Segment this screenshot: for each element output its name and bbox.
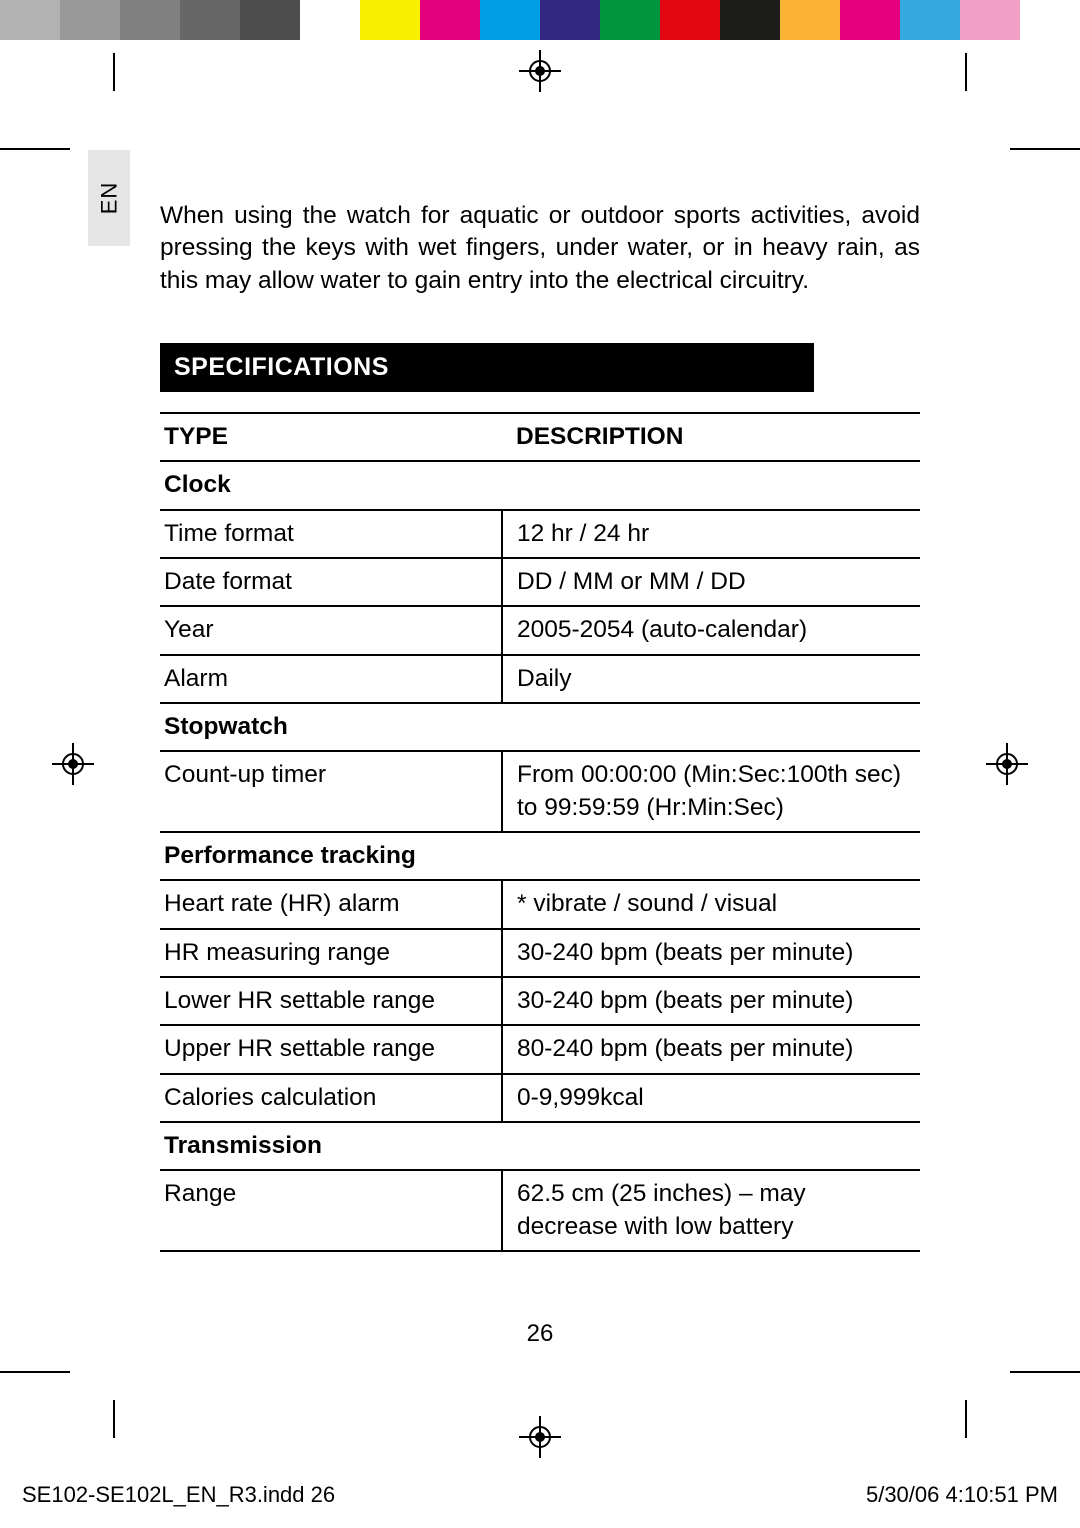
language-tab: EN bbox=[88, 150, 130, 246]
table-cell-desc: 0-9,999kcal bbox=[502, 1074, 920, 1122]
table-cell-type: Range bbox=[160, 1170, 502, 1251]
color-swatch bbox=[1020, 0, 1080, 40]
table-header-desc: DESCRIPTION bbox=[502, 413, 920, 461]
color-swatch bbox=[480, 0, 540, 40]
table-section-clock: Clock bbox=[160, 461, 920, 509]
table-cell-type: Upper HR settable range bbox=[160, 1025, 502, 1073]
table-cell-desc: 30-240 bpm (beats per minute) bbox=[502, 977, 920, 1025]
color-swatch bbox=[840, 0, 900, 40]
table-cell-type: Heart rate (HR) alarm bbox=[160, 880, 502, 928]
crop-mark bbox=[95, 53, 133, 91]
crop-mark bbox=[95, 1400, 133, 1438]
table-cell-desc: 62.5 cm (25 inches) – may decrease with … bbox=[502, 1170, 920, 1251]
color-swatch bbox=[0, 0, 60, 40]
color-swatch bbox=[540, 0, 600, 40]
trim-line bbox=[1010, 148, 1080, 150]
trim-line bbox=[1010, 1371, 1080, 1373]
slug-filename: SE102-SE102L_EN_R3.indd 26 bbox=[22, 1482, 335, 1508]
color-swatch bbox=[120, 0, 180, 40]
table-cell-type: Lower HR settable range bbox=[160, 977, 502, 1025]
table-cell-desc: DD / MM or MM / DD bbox=[502, 558, 920, 606]
language-label: EN bbox=[96, 182, 122, 215]
table-section-performance tracking: Performance tracking bbox=[160, 832, 920, 880]
registration-mark-icon bbox=[519, 1416, 561, 1458]
table-cell-desc: 12 hr / 24 hr bbox=[502, 510, 920, 558]
registration-mark-icon bbox=[986, 743, 1028, 785]
color-calibration-bar bbox=[0, 0, 1080, 40]
section-heading: SPECIFICATIONS bbox=[160, 343, 814, 392]
color-swatch bbox=[180, 0, 240, 40]
registration-mark-icon bbox=[52, 743, 94, 785]
color-swatch bbox=[780, 0, 840, 40]
registration-mark-icon bbox=[519, 50, 561, 92]
table-cell-desc: 30-240 bpm (beats per minute) bbox=[502, 929, 920, 977]
table-cell-desc: Daily bbox=[502, 655, 920, 703]
table-cell-type: Year bbox=[160, 606, 502, 654]
color-swatch bbox=[960, 0, 1020, 40]
color-swatch bbox=[600, 0, 660, 40]
crop-mark bbox=[947, 53, 985, 91]
color-swatch bbox=[660, 0, 720, 40]
trim-line bbox=[0, 148, 70, 150]
color-swatch bbox=[900, 0, 960, 40]
page-body: EN When using the watch for aquatic or o… bbox=[100, 150, 980, 1368]
specifications-table: TYPEDESCRIPTIONClockTime format12 hr / 2… bbox=[160, 412, 920, 1252]
color-swatch bbox=[300, 0, 360, 40]
table-cell-type: Count-up timer bbox=[160, 751, 502, 832]
table-cell-desc: 2005-2054 (auto-calendar) bbox=[502, 606, 920, 654]
crop-mark bbox=[947, 1400, 985, 1438]
slug-timestamp: 5/30/06 4:10:51 PM bbox=[866, 1482, 1058, 1508]
table-header-type: TYPE bbox=[160, 413, 502, 461]
color-swatch bbox=[60, 0, 120, 40]
page-number: 26 bbox=[100, 1320, 980, 1348]
trim-line bbox=[0, 1371, 70, 1373]
table-cell-desc: From 00:00:00 (Min:Sec:100th sec) to 99:… bbox=[502, 751, 920, 832]
table-cell-desc: * vibrate / sound / visual bbox=[502, 880, 920, 928]
table-section-transmission: Transmission bbox=[160, 1122, 920, 1170]
table-cell-type: HR measuring range bbox=[160, 929, 502, 977]
color-swatch bbox=[720, 0, 780, 40]
table-cell-type: Calories calculation bbox=[160, 1074, 502, 1122]
color-swatch bbox=[420, 0, 480, 40]
table-cell-type: Date format bbox=[160, 558, 502, 606]
table-cell-desc: 80-240 bpm (beats per minute) bbox=[502, 1025, 920, 1073]
table-section-stopwatch: Stopwatch bbox=[160, 703, 920, 751]
content-area: When using the watch for aquatic or outd… bbox=[160, 200, 920, 1252]
color-swatch bbox=[240, 0, 300, 40]
color-swatch bbox=[360, 0, 420, 40]
intro-paragraph: When using the watch for aquatic or outd… bbox=[160, 200, 920, 297]
table-cell-type: Alarm bbox=[160, 655, 502, 703]
table-cell-type: Time format bbox=[160, 510, 502, 558]
